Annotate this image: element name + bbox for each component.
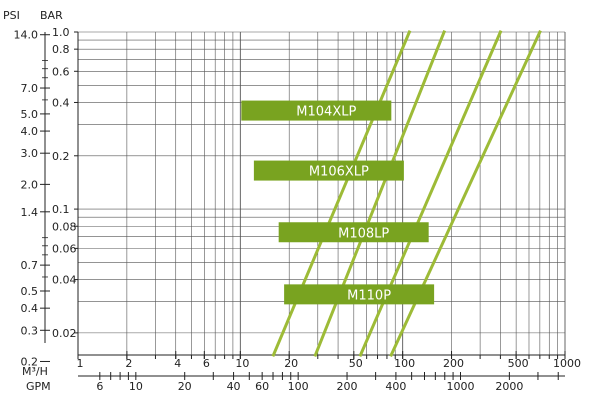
m3h-axis-title: M³/H xyxy=(22,365,48,378)
series-labels: M104XLP M106XLP M108LP M110P xyxy=(241,100,435,305)
m3h-tick-label: 6 xyxy=(203,357,210,370)
bar-tick-label: 0.6 xyxy=(52,65,70,78)
bar-tick-label: 0.1 xyxy=(52,203,70,216)
bar-tick-label: 0.2 xyxy=(52,150,70,163)
m3h-tick-label: 2 xyxy=(125,357,132,370)
axes: 1 2 4 6 10 20 50 100 200 500 1000 6 10 20 40 60 100 200 40… xyxy=(14,26,582,393)
series-label-text: M108LP xyxy=(338,226,389,241)
gpm-tick-label: 40 xyxy=(227,380,241,393)
psi-tick-label: 0.5 xyxy=(21,285,39,298)
bar-axis-title: BAR xyxy=(40,9,63,22)
series-line-m110p xyxy=(389,30,542,357)
psi-tick-label: 7.0 xyxy=(21,82,39,95)
gpm-tick-label: 20 xyxy=(178,380,192,393)
psi-tick-label: 0.4 xyxy=(21,302,39,315)
psi-tick-label: 14.0 xyxy=(14,29,39,42)
series-label-box xyxy=(278,222,429,243)
gpm-axis-title: GPM xyxy=(26,380,51,393)
series-label-box xyxy=(241,100,392,121)
series-line-m104xlp xyxy=(271,30,412,357)
bar-tick-label: 0.04 xyxy=(52,274,77,287)
gpm-tick-label: 200 xyxy=(337,380,358,393)
series-label-text: M110P xyxy=(347,288,391,303)
gpm-tick-label: 10 xyxy=(129,380,143,393)
psi-tick-label: 4.0 xyxy=(21,125,39,138)
series-label-text: M104XLP xyxy=(296,105,356,120)
m3h-tick-label: 500 xyxy=(508,357,529,370)
m3h-tick-label: 1000 xyxy=(553,357,581,370)
m3h-tick-label: 50 xyxy=(349,357,363,370)
bar-tick-label: 0.02 xyxy=(52,327,77,340)
m3h-tick-label: 200 xyxy=(443,357,464,370)
series-label-box xyxy=(284,284,435,305)
psi-tick-label: 2.0 xyxy=(21,178,39,191)
psi-tick-label: 5.0 xyxy=(21,108,39,121)
series-lines xyxy=(271,30,542,357)
m3h-tick-label: 100 xyxy=(394,357,415,370)
series-line-m106xlp xyxy=(313,30,447,357)
bar-tick-label: 0.08 xyxy=(52,220,77,233)
psi-axis-title: PSI xyxy=(3,9,20,22)
gpm-tick-label: 6 xyxy=(96,380,103,393)
psi-tick-label: 0.3 xyxy=(21,324,39,337)
series-line-m108lp xyxy=(358,30,503,357)
gpm-tick-label: 1000 xyxy=(447,380,475,393)
psi-tick-label: 0.2 xyxy=(21,355,39,368)
gpm-tick-label: 100 xyxy=(288,380,309,393)
m3h-tick-label: 10 xyxy=(235,357,249,370)
gpm-tick-label: 2000 xyxy=(495,380,523,393)
bar-tick-label: 0.4 xyxy=(52,96,70,109)
m3h-tick-label: 1 xyxy=(77,357,84,370)
grid xyxy=(77,31,566,355)
bar-tick-label: 0.8 xyxy=(52,43,70,56)
gpm-tick-label: 60 xyxy=(255,380,269,393)
series-label-box xyxy=(253,160,404,181)
psi-tick-label: 0.7 xyxy=(21,259,39,272)
bar-tick-label: 0.06 xyxy=(52,242,77,255)
psi-tick-label: 1.4 xyxy=(21,206,39,219)
gpm-tick-label: 400 xyxy=(385,380,406,393)
bar-tick-label: 1.0 xyxy=(52,26,70,39)
m3h-tick-label: 20 xyxy=(284,357,298,370)
psi-tick-label: 3.0 xyxy=(21,147,39,160)
series-label-text: M106XLP xyxy=(309,165,369,180)
m3h-tick-label: 4 xyxy=(174,357,181,370)
